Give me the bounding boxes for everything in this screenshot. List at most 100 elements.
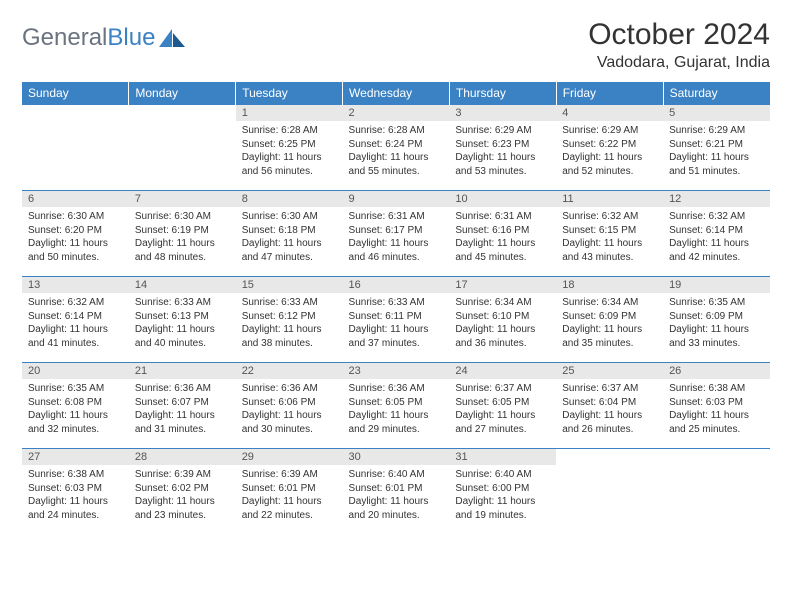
daylight-text: Daylight: 11 hours and 24 minutes. — [28, 495, 123, 522]
sunset-text: Sunset: 6:24 PM — [349, 138, 444, 152]
sunrise-text: Sunrise: 6:35 AM — [28, 382, 123, 396]
day-details: Sunrise: 6:30 AMSunset: 6:20 PMDaylight:… — [22, 207, 129, 267]
calendar-day-cell: 19Sunrise: 6:35 AMSunset: 6:09 PMDayligh… — [663, 277, 770, 363]
daylight-text: Daylight: 11 hours and 25 minutes. — [669, 409, 764, 436]
calendar-day-cell: 6Sunrise: 6:30 AMSunset: 6:20 PMDaylight… — [22, 191, 129, 277]
day-number: 12 — [663, 191, 770, 207]
sunset-text: Sunset: 6:21 PM — [669, 138, 764, 152]
calendar-day-cell — [556, 449, 663, 535]
sunrise-text: Sunrise: 6:39 AM — [135, 468, 230, 482]
header: GeneralBlue October 2024 Vadodara, Gujar… — [22, 18, 770, 72]
calendar-day-cell: 12 Sunrise: 6:32 AMSunset: 6:14 PMDayligh… — [663, 191, 770, 277]
daylight-text: Daylight: 11 hours and 41 minutes. — [28, 323, 123, 350]
daylight-text: Daylight: 11 hours and 56 minutes. — [242, 151, 337, 178]
day-number: 4 — [556, 105, 663, 121]
day-details: Sunrise: 6:28 AMSunset: 6:24 PMDaylight:… — [343, 121, 450, 181]
day-details: Sunrise: 6:32 AMSunset: 6:15 PMDaylight:… — [556, 207, 663, 267]
weekday-header: Saturday — [663, 82, 770, 105]
weekday-header-row: Sunday Monday Tuesday Wednesday Thursday… — [22, 82, 770, 105]
weekday-header: Friday — [556, 82, 663, 105]
logo-part2: Blue — [107, 24, 155, 51]
day-details: Sunrise: 6:38 AMSunset: 6:03 PMDaylight:… — [663, 379, 770, 439]
day-number: 25 — [556, 363, 663, 379]
sunrise-text: Sunrise: 6:37 AM — [562, 382, 657, 396]
sunset-text: Sunset: 6:11 PM — [349, 310, 444, 324]
calendar-day-cell: 3Sunrise: 6:29 AMSunset: 6:23 PMDaylight… — [449, 105, 556, 191]
sunset-text: Sunset: 6:05 PM — [455, 396, 550, 410]
sunrise-text: Sunrise: 6:32 AM — [669, 210, 764, 224]
day-number: 20 — [22, 363, 129, 379]
calendar-day-cell: 8Sunrise: 6:30 AMSunset: 6:18 PMDaylight… — [236, 191, 343, 277]
calendar-day-cell: 15Sunrise: 6:33 AMSunset: 6:12 PMDayligh… — [236, 277, 343, 363]
day-number: 10 — [449, 191, 556, 207]
day-number: 29 — [236, 449, 343, 465]
day-number: 28 — [129, 449, 236, 465]
calendar-day-cell: 11Sunrise: 6:32 AMSunset: 6:15 PMDayligh… — [556, 191, 663, 277]
sunset-text: Sunset: 6:19 PM — [135, 224, 230, 238]
sunset-text: Sunset: 6:14 PM — [669, 224, 764, 238]
day-details: Sunrise: 6:36 AMSunset: 6:06 PMDaylight:… — [236, 379, 343, 439]
daylight-text: Daylight: 11 hours and 38 minutes. — [242, 323, 337, 350]
day-number: 22 — [236, 363, 343, 379]
day-number: 30 — [343, 449, 450, 465]
day-number: 24 — [449, 363, 556, 379]
day-number: 21 — [129, 363, 236, 379]
calendar-day-cell: 5Sunrise: 6:29 AMSunset: 6:21 PMDaylight… — [663, 105, 770, 191]
day-details: Sunrise: 6:30 AMSunset: 6:18 PMDaylight:… — [236, 207, 343, 267]
sunrise-text: Sunrise: 6:33 AM — [135, 296, 230, 310]
daylight-text: Daylight: 11 hours and 52 minutes. — [562, 151, 657, 178]
calendar-day-cell: 24Sunrise: 6:37 AMSunset: 6:05 PMDayligh… — [449, 363, 556, 449]
calendar-day-cell: 20Sunrise: 6:35 AMSunset: 6:08 PMDayligh… — [22, 363, 129, 449]
daylight-text: Daylight: 11 hours and 55 minutes. — [349, 151, 444, 178]
daylight-text: Daylight: 11 hours and 26 minutes. — [562, 409, 657, 436]
sunset-text: Sunset: 6:04 PM — [562, 396, 657, 410]
day-number: 23 — [343, 363, 450, 379]
daylight-text: Daylight: 11 hours and 48 minutes. — [135, 237, 230, 264]
sunset-text: Sunset: 6:03 PM — [669, 396, 764, 410]
calendar-day-cell: 10Sunrise: 6:31 AMSunset: 6:16 PMDayligh… — [449, 191, 556, 277]
sunset-text: Sunset: 6:09 PM — [562, 310, 657, 324]
daylight-text: Daylight: 11 hours and 40 minutes. — [135, 323, 230, 350]
calendar-day-cell: 29Sunrise: 6:39 AMSunset: 6:01 PMDayligh… — [236, 449, 343, 535]
day-number — [129, 105, 236, 109]
day-number: 2 — [343, 105, 450, 121]
sunrise-text: Sunrise: 6:34 AM — [455, 296, 550, 310]
sunset-text: Sunset: 6:10 PM — [455, 310, 550, 324]
sunset-text: Sunset: 6:06 PM — [242, 396, 337, 410]
daylight-text: Daylight: 11 hours and 27 minutes. — [455, 409, 550, 436]
day-number: 27 — [22, 449, 129, 465]
day-details: Sunrise: 6:29 AMSunset: 6:23 PMDaylight:… — [449, 121, 556, 181]
sunset-text: Sunset: 6:20 PM — [28, 224, 123, 238]
daylight-text: Daylight: 11 hours and 31 minutes. — [135, 409, 230, 436]
day-number — [22, 105, 129, 109]
sunset-text: Sunset: 6:01 PM — [242, 482, 337, 496]
location: Vadodara, Gujarat, India — [588, 54, 770, 72]
sunrise-text: Sunrise: 6:31 AM — [349, 210, 444, 224]
sunrise-text: Sunrise: 6:37 AM — [455, 382, 550, 396]
sunrise-text: Sunrise: 6:38 AM — [669, 382, 764, 396]
day-number: 16 — [343, 277, 450, 293]
day-details: Sunrise: 6:39 AMSunset: 6:01 PMDaylight:… — [236, 465, 343, 525]
sunrise-text: Sunrise: 6:40 AM — [349, 468, 444, 482]
sunset-text: Sunset: 6:17 PM — [349, 224, 444, 238]
day-details: Sunrise: 6:35 AMSunset: 6:08 PMDaylight:… — [22, 379, 129, 439]
sunset-text: Sunset: 6:15 PM — [562, 224, 657, 238]
sunrise-text: Sunrise: 6:34 AM — [562, 296, 657, 310]
day-details: Sunrise: 6:33 AMSunset: 6:13 PMDaylight:… — [129, 293, 236, 353]
sunrise-text: Sunrise: 6:36 AM — [242, 382, 337, 396]
calendar-day-cell — [663, 449, 770, 535]
day-details: Sunrise: 6:40 AMSunset: 6:01 PMDaylight:… — [343, 465, 450, 525]
day-number: 7 — [129, 191, 236, 207]
calendar-day-cell: 2Sunrise: 6:28 AMSunset: 6:24 PMDaylight… — [343, 105, 450, 191]
day-details: Sunrise: 6:35 AMSunset: 6:09 PMDaylight:… — [663, 293, 770, 353]
weekday-header: Wednesday — [343, 82, 450, 105]
logo: GeneralBlue — [22, 24, 185, 52]
sunrise-text: Sunrise: 6:35 AM — [669, 296, 764, 310]
day-number: 31 — [449, 449, 556, 465]
calendar-week-row: 6Sunrise: 6:30 AMSunset: 6:20 PMDaylight… — [22, 191, 770, 277]
day-number: 5 — [663, 105, 770, 121]
day-details: Sunrise: 6:37 AMSunset: 6:05 PMDaylight:… — [449, 379, 556, 439]
daylight-text: Daylight: 11 hours and 42 minutes. — [669, 237, 764, 264]
sunset-text: Sunset: 6:07 PM — [135, 396, 230, 410]
sunset-text: Sunset: 6:05 PM — [349, 396, 444, 410]
